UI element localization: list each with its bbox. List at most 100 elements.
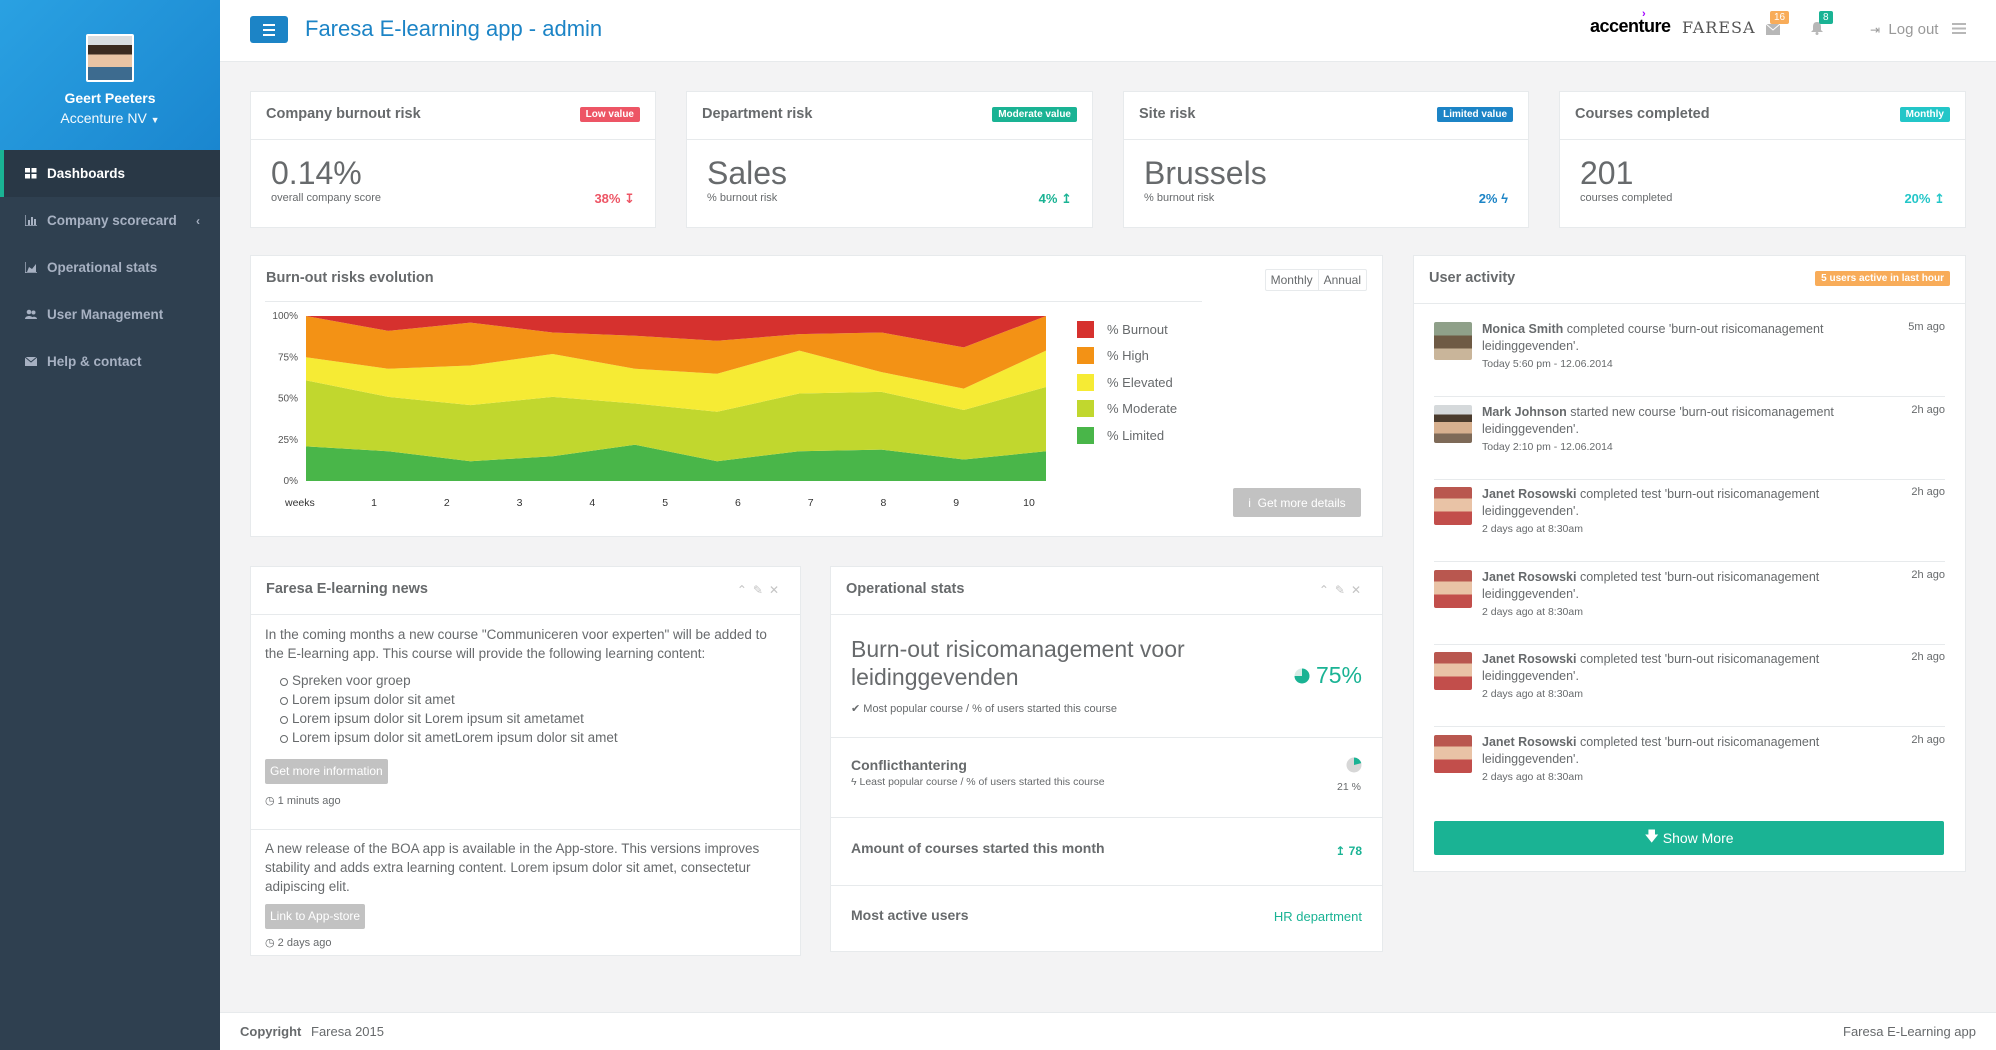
avatar[interactable] (86, 34, 134, 82)
activity-action: started new course 'burn-out risicomanag… (1482, 404, 1834, 436)
kpi-subtitle: courses completed (1580, 192, 1673, 204)
timestamp: ◷ 2 days ago (265, 937, 332, 949)
area-series-0 (306, 444, 1046, 481)
kpi-subtitle: % burnout risk (1144, 192, 1215, 204)
company-dropdown[interactable]: Accenture NV ▼ (0, 110, 220, 126)
bolt-icon: ϟ (1501, 191, 1508, 206)
most-active-users-value[interactable]: HR department (1273, 909, 1362, 924)
show-more-button[interactable]: 🡇 Show More (1434, 821, 1944, 855)
activity-text: Mark Johnson started new course 'burn-ou… (1482, 404, 1862, 456)
hamburger-icon (263, 33, 275, 36)
panel-tools: ⌃✎✕ (1319, 583, 1367, 597)
activity-ago: 2h ago (1911, 486, 1945, 498)
legend-item: % Moderate (1077, 396, 1177, 423)
activity-user[interactable]: Monica Smith (1482, 322, 1564, 336)
panel-title: Company burnout risk (266, 106, 421, 122)
panel-title: User activity (1429, 270, 1516, 286)
tasks-icon[interactable] (1952, 23, 1966, 34)
kpi-subtitle: % burnout risk (707, 192, 778, 204)
sidebar-item-operational-stats[interactable]: Operational stats (0, 244, 220, 291)
avatar[interactable] (1434, 734, 1472, 773)
panel-title: Burn-out risks evolution (266, 270, 434, 286)
y-tick-label: 75% (278, 352, 298, 363)
sidebar-item-help-contact[interactable]: Help & contact (0, 338, 220, 385)
x-tick-label: 2 (444, 497, 450, 509)
sidebar-item-company-scorecard[interactable]: Company scorecard ‹ (0, 197, 220, 244)
kpi-site-risk: Site risk Limited value Brussels % burnou… (1123, 91, 1529, 228)
legend-label: % Limited (1107, 427, 1165, 443)
chevron-up-icon[interactable]: ⌃ (1318, 583, 1335, 597)
sidebar-item-label: Company scorecard (47, 213, 177, 228)
avatar[interactable] (1434, 652, 1472, 690)
kpi-value: Sales (707, 155, 788, 191)
activity-item: Janet Rosowski completed test 'burn-out … (1434, 727, 1945, 810)
notification-count-badge: 8 (1819, 11, 1833, 24)
annual-button[interactable]: Annual (1317, 270, 1366, 290)
activity-ago: 2h ago (1911, 568, 1945, 581)
mail-count-badge: 16 (1770, 11, 1790, 24)
panel-title: Site risk (1139, 106, 1196, 122)
avatar[interactable] (1434, 404, 1472, 443)
area-series-1 (306, 380, 1046, 462)
kpi-courses-completed: Courses completed Monthly 201 courses com… (1559, 91, 1966, 228)
level-up-icon: ↥ (1335, 844, 1346, 858)
wrench-icon[interactable]: ✎ (1334, 583, 1351, 597)
activity-user[interactable]: Janet Rosowski (1482, 487, 1577, 501)
kpi-stat: 2% ϟ (1478, 191, 1508, 206)
activity-item: Janet Rosowski completed test 'burn-out … (1434, 562, 1945, 645)
avatar[interactable] (1434, 569, 1472, 608)
kpi-company-burnout: Company burnout risk Low value 0.14% over… (250, 91, 656, 228)
bell-icon[interactable] (1810, 21, 1824, 35)
courses-started-value: ↥ 78 (1335, 844, 1362, 858)
legend-label: % High (1107, 348, 1149, 364)
activity-item: Janet Rosowski completed test 'burn-out … (1434, 644, 1945, 727)
logout-link[interactable]: ⇥ Log out (1870, 21, 1939, 38)
activity-user[interactable]: Janet Rosowski (1482, 734, 1577, 749)
x-tick-label: 3 (517, 497, 523, 509)
activity-user[interactable]: Janet Rosowski (1482, 652, 1577, 666)
list-item: Spreken voor groep (280, 671, 785, 690)
activity-item: Mark Johnson started new course 'burn-ou… (1434, 397, 1945, 480)
activity-user[interactable]: Mark Johnson (1482, 404, 1567, 419)
footer-company: Faresa 2015 (311, 1024, 384, 1039)
wrench-icon[interactable]: ✎ (752, 583, 769, 597)
activity-timestamp: 2 days ago at 8:30am (1482, 688, 1583, 700)
area-series-4 (306, 316, 1046, 348)
get-more-information-button[interactable]: Get more information (265, 759, 388, 784)
operational-stats-panel: Operational stats ⌃✎✕ Burn-out risicoman… (830, 566, 1383, 952)
chevron-up-icon[interactable]: ⌃ (736, 583, 753, 597)
avatar[interactable] (1434, 322, 1472, 360)
popular-course-title: Burn-out risicomanagement voor leidingge… (851, 636, 1185, 690)
sidebar-item-label: Help & contact (47, 354, 142, 369)
activity-item: Monica Smith completed course 'burn-out … (1434, 314, 1945, 397)
news-content: In the coming months a new course "Commu… (265, 625, 785, 811)
sidebar-item-dashboards[interactable]: Dashboards (0, 150, 220, 197)
activity-user[interactable]: Janet Rosowski (1482, 569, 1577, 584)
kpi-value: 0.14% (271, 155, 362, 191)
clock-icon: ◷ (265, 795, 275, 807)
menu-toggle-button[interactable] (250, 16, 288, 43)
status-badge: Limited value (1437, 107, 1513, 122)
envelope-icon[interactable] (1766, 24, 1780, 35)
sidebar-item-user-management[interactable]: User Management (0, 291, 220, 338)
faresa-logo: FARESA (1682, 18, 1756, 37)
kpi-subtitle: overall company score (271, 192, 382, 204)
x-tick-label: 5 (662, 497, 668, 509)
monthly-button[interactable]: Monthly (1270, 273, 1313, 287)
activity-action: completed course 'burn-out risicomanagem… (1482, 322, 1824, 353)
list-item: Lorem ipsum dolor sit ametLorem ipsum do… (280, 728, 785, 747)
x-tick-label: 8 (881, 497, 887, 509)
avatar[interactable] (1434, 487, 1472, 525)
close-icon[interactable]: ✕ (1350, 583, 1367, 597)
y-tick-label: 0% (284, 476, 299, 487)
close-icon[interactable]: ✕ (768, 583, 785, 597)
legend-swatch (1077, 320, 1094, 338)
caret-down-icon: ▼ (150, 115, 160, 125)
news-bullet-list: Spreken voor groep Lorem ipsum dolor sit… (280, 671, 785, 747)
activity-text: Monica Smith completed course 'burn-out … (1482, 321, 1862, 373)
link-to-app-store-button[interactable]: Link to App-store (265, 904, 366, 929)
profile-header: Geert Peeters Accenture NV ▼ (0, 0, 220, 150)
area-series-3 (306, 316, 1046, 389)
kpi-department-risk: Department risk Moderate value Sales % bu… (686, 91, 1093, 228)
get-more-details-button[interactable]: i Get more details (1233, 488, 1361, 517)
